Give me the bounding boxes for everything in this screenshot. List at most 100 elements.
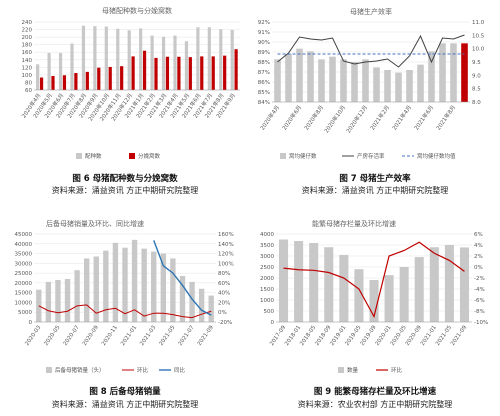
gilt-sales-bar: [103, 250, 109, 322]
gilt-sales-y-tick: 5000: [18, 310, 32, 316]
sow-stock-mom-line: [283, 241, 465, 319]
piglets-per-litter-bar: [395, 72, 402, 102]
farrowing-count-bar: [165, 56, 170, 90]
piglets-per-litter-bar: [340, 59, 347, 102]
sow-efficiency-y-tick: 85%: [258, 90, 270, 96]
sow-efficiency-y-tick: 89%: [258, 50, 270, 56]
gilt-sales-bar: [179, 276, 186, 322]
sow-stock-y2-tick: 6%: [474, 232, 483, 238]
sow-stock-y2-tick: -6%: [474, 298, 485, 304]
chart-title: 母猪配种数与分娩窝数: [102, 6, 172, 15]
mating-count-bar: [139, 28, 143, 90]
gilt-sales-bar: [64, 278, 71, 322]
x-tick-label: 2020-07: [63, 324, 81, 347]
gilt-sales-bar: [170, 258, 176, 322]
mating-count-bar: [184, 41, 189, 90]
farrowing-count-bar: [200, 56, 204, 90]
x-tick-label: 2021年6月: [412, 104, 435, 132]
mating-count-bar: [230, 29, 234, 90]
farrowing-count-bar: [234, 49, 238, 90]
farrowing-count-bar: [188, 57, 192, 90]
piglets-per-litter-bar: [329, 56, 336, 102]
x-tick-label: 2020年6月: [280, 104, 303, 132]
mating-count-bar: [104, 26, 108, 90]
sow-stock-y-tick: 3000: [260, 254, 274, 260]
mating-count-bar: [70, 43, 74, 90]
sow-mating-y-tick: 60: [25, 88, 32, 94]
gilt-sales-bar: [189, 281, 195, 322]
sow-efficiency-y2-tick: 10.5: [472, 33, 485, 39]
gilt-sales-bar: [198, 288, 205, 322]
gilt-sales-bar: [122, 247, 128, 322]
x-tick-label: 2021-09: [450, 324, 468, 347]
sow-stock-bar: [279, 239, 289, 322]
farrowing-count-bar: [39, 77, 44, 90]
piglets-per-litter-bar: [450, 43, 457, 102]
sow-efficiency-y2-tick: 10.0: [472, 47, 485, 53]
figure-source-8: 资料来源：涌益资讯 方正中期研究院整理: [51, 400, 199, 409]
legend-swatch-piglets: [280, 153, 286, 159]
sow-efficiency-y-tick: 86%: [258, 80, 270, 86]
sow-stock-bar: [429, 247, 439, 322]
figure-caption-6: 图 6 母猪配种数与分娩窝数: [72, 174, 178, 184]
sow-mating-y-tick: 80: [25, 80, 32, 86]
farrowing-count-bar: [177, 56, 181, 90]
sow-efficiency-chart: 母猪生产效率 84% 85% 86% 87% 88% 89% 90% 91% 92% 8.0 8.5 9…: [258, 7, 485, 160]
legend-swatch-sales: [46, 367, 52, 373]
mating-count-bar: [196, 27, 200, 91]
sow-stock-bar: [399, 267, 409, 322]
gilt-sales-y2-tick: 0%: [218, 310, 227, 316]
farrowing-count-bar: [142, 50, 147, 90]
chart-title: 后备母猪销量及环比、同比增速: [46, 219, 144, 228]
sow-stock-bar: [459, 247, 469, 322]
gilt-sales-bar: [141, 248, 147, 322]
chart-panel-breeding-sow-stock: 能繁母猪存栏量及环比增速 0 500 1000 1500 2000 2500 3000 3500…: [250, 212, 500, 382]
piglets-per-litter-bar: [351, 62, 358, 102]
gilt-sales-chart: 后备母猪销量及环比、同比增速 0 5000 10000 15000 20000 25000 3…: [15, 219, 234, 374]
gilt-sales-bar: [112, 242, 119, 322]
mom-growth-line: [38, 304, 212, 319]
piglets-per-litter-bar: [373, 67, 380, 102]
gilt-sales-y2-tick: -20%: [218, 320, 232, 326]
x-tick-label: 2020年4月: [258, 104, 281, 132]
sow-efficiency-y-tick: 90%: [258, 40, 270, 46]
legend-swatch-farrowing: [129, 153, 135, 159]
x-tick-label: 2021年2月: [368, 104, 391, 132]
sow-mating-y-tick: 120: [22, 65, 33, 71]
x-tick-label: 2021-03: [139, 324, 157, 347]
gilt-sales-bar: [208, 295, 214, 322]
gilt-sales-bar: [160, 253, 166, 322]
gilt-sales-bar: [84, 258, 90, 322]
legend-swatch-stock: [338, 367, 344, 373]
sow-efficiency-y2-tick: 11.0: [472, 20, 485, 26]
mating-count-bar: [219, 29, 223, 90]
x-tick-label: 2020年10月: [322, 104, 347, 135]
gilt-sales-y-tick: 30000: [15, 261, 33, 267]
gilt-sales-y2-tick: 60%: [218, 281, 230, 287]
farrowing-count-bar: [131, 56, 135, 90]
gilt-sales-y-tick: 10000: [15, 300, 33, 306]
figure-source-9: 资料来源：农业农村部 方正中期研究院整理: [297, 400, 453, 409]
sow-efficiency-y2-tick: 9.5: [472, 60, 481, 66]
sow-efficiency-y2-tick: 9.0: [472, 73, 481, 79]
sow-mating-y-tick: 220: [22, 28, 33, 34]
x-tick-label: 2020-05: [43, 324, 61, 347]
x-tick-label: 2021年4月: [390, 104, 413, 132]
gilt-sales-y2-tick: 160%: [218, 232, 234, 238]
mating-count-bar: [207, 27, 211, 91]
mating-count-bar: [36, 64, 40, 90]
x-tick-label: 2021-07: [178, 324, 196, 347]
legend-label-yoy: 同比: [174, 366, 186, 374]
sow-mating-y-tick: 240: [22, 20, 33, 26]
breeding-sow-stock-chart: 能繁母猪存栏量及环比增速 0 500 1000 1500 2000 2500 3000 3500…: [260, 219, 488, 374]
sow-mating-chart: 母猪配种数与分娩窝数608010012014016018020022024020…: [20, 6, 240, 160]
legend-label-mom: 环比: [137, 366, 149, 374]
sow-efficiency-y-tick: 87%: [258, 70, 270, 76]
sow-stock-bar: [294, 241, 304, 322]
sow-stock-bar: [384, 275, 394, 322]
yoy-growth-line: [153, 240, 212, 316]
piglets-per-litter-bar: [428, 51, 435, 102]
farrowing-count-bar: [108, 66, 112, 90]
x-tick-label: 2020年8月: [302, 104, 325, 132]
farrowing-survival-line: [277, 34, 465, 68]
